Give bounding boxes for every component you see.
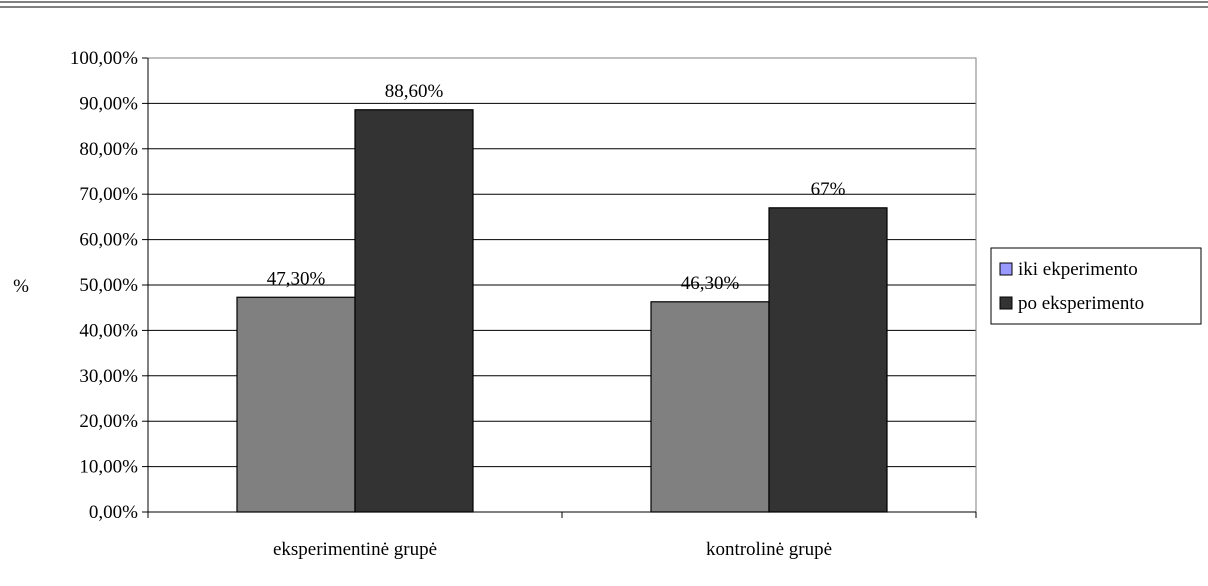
bars [236, 109, 888, 513]
y-tick-label: 90,00% [79, 93, 138, 114]
y-tick-label: 80,00% [79, 139, 138, 160]
legend-box [990, 247, 1202, 325]
y-tick-label: 40,00% [79, 320, 138, 341]
y-tick-label: 0,00% [89, 502, 138, 523]
data-labels: 47,30% 88,60% 46,30% 67% [267, 81, 846, 294]
y-axis-label: % [13, 276, 29, 297]
y-tick-label: 60,00% [79, 230, 138, 251]
legend-swatch [999, 262, 1013, 276]
y-tick-label: 70,00% [79, 184, 138, 205]
data-label: 46,30% [681, 273, 740, 294]
bar [768, 207, 888, 513]
bar [650, 301, 770, 513]
y-tick-label: 30,00% [79, 366, 138, 387]
y-tick-label: 50,00% [79, 275, 138, 296]
x-tick-labels: eksperimentinė grupė kontrolinė grupė [273, 539, 832, 560]
data-label: 47,30% [267, 268, 326, 289]
data-label: 67% [811, 179, 846, 200]
legend: iki ekperimento po eksperimento [990, 247, 1202, 325]
x-tick-label: eksperimentinė grupė [273, 539, 437, 560]
legend-label: po eksperimento [1018, 293, 1144, 314]
bar [236, 296, 356, 513]
legend-label: iki ekperimento [1018, 259, 1138, 280]
x-tick-label: kontrolinė grupė [706, 539, 832, 560]
y-tick-label: 10,00% [79, 457, 138, 478]
y-tick-label: 100,00% [70, 48, 138, 69]
data-label: 88,60% [385, 81, 444, 102]
legend-swatch [999, 296, 1013, 310]
y-tick-labels: 0,00% 10,00% 20,00% 30,00% 40,00% 50,00% 60,00… [70, 48, 138, 523]
axes [142, 57, 977, 518]
bar [354, 109, 474, 513]
y-tick-label: 20,00% [79, 411, 138, 432]
